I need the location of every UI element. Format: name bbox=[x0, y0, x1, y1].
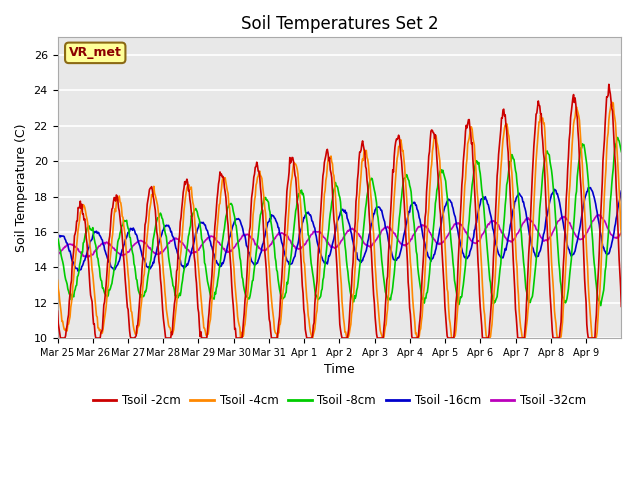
Tsoil -16cm bbox=[430, 252, 438, 258]
Tsoil -4cm bbox=[273, 331, 280, 336]
Tsoil -16cm bbox=[54, 237, 61, 242]
Tsoil -32cm bbox=[83, 254, 90, 260]
Tsoil -4cm bbox=[618, 233, 625, 239]
Tsoil -4cm bbox=[120, 222, 127, 228]
Tsoil -4cm bbox=[223, 188, 231, 194]
Tsoil -8cm bbox=[273, 267, 280, 273]
Tsoil -32cm bbox=[430, 237, 438, 242]
Tsoil -2cm bbox=[224, 222, 232, 228]
Tsoil -32cm bbox=[120, 252, 128, 257]
Tsoil -16cm bbox=[273, 221, 281, 227]
Tsoil -2cm bbox=[399, 169, 406, 175]
Tsoil -8cm bbox=[54, 236, 61, 241]
Tsoil -4cm bbox=[273, 335, 281, 341]
Tsoil -4cm bbox=[252, 193, 259, 199]
Tsoil -2cm bbox=[430, 130, 438, 136]
X-axis label: Time: Time bbox=[324, 363, 355, 376]
Tsoil -32cm bbox=[224, 250, 232, 255]
Tsoil -2cm bbox=[273, 335, 281, 341]
Tsoil -4cm bbox=[609, 99, 616, 105]
Tsoil -16cm bbox=[74, 268, 82, 274]
Line: Tsoil -8cm: Tsoil -8cm bbox=[58, 137, 621, 306]
Tsoil -8cm bbox=[120, 218, 127, 224]
Tsoil -8cm bbox=[618, 149, 625, 155]
Tsoil -32cm bbox=[618, 230, 625, 236]
Tsoil -4cm bbox=[399, 148, 406, 154]
Tsoil -32cm bbox=[54, 252, 61, 258]
Tsoil -16cm bbox=[252, 261, 260, 267]
Text: VR_met: VR_met bbox=[69, 47, 122, 60]
Tsoil -8cm bbox=[397, 194, 405, 200]
Tsoil -32cm bbox=[252, 241, 260, 247]
Tsoil -16cm bbox=[618, 188, 625, 194]
Tsoil -2cm bbox=[605, 82, 612, 87]
Tsoil -8cm bbox=[614, 134, 621, 140]
Legend: Tsoil -2cm, Tsoil -4cm, Tsoil -8cm, Tsoil -16cm, Tsoil -32cm: Tsoil -2cm, Tsoil -4cm, Tsoil -8cm, Tsoi… bbox=[88, 389, 591, 411]
Tsoil -32cm bbox=[399, 241, 406, 247]
Tsoil -2cm bbox=[54, 308, 61, 314]
Tsoil -2cm bbox=[120, 264, 128, 270]
Title: Soil Temperatures Set 2: Soil Temperatures Set 2 bbox=[241, 15, 438, 33]
Tsoil -8cm bbox=[429, 228, 437, 234]
Y-axis label: Soil Temperature (C): Soil Temperature (C) bbox=[15, 123, 28, 252]
Tsoil -16cm bbox=[584, 185, 592, 191]
Tsoil -8cm bbox=[597, 303, 605, 309]
Tsoil -16cm bbox=[120, 241, 128, 247]
Tsoil -2cm bbox=[618, 303, 625, 309]
Tsoil -4cm bbox=[54, 277, 61, 283]
Line: Tsoil -4cm: Tsoil -4cm bbox=[58, 102, 621, 338]
Tsoil -2cm bbox=[56, 335, 64, 341]
Tsoil -32cm bbox=[594, 212, 602, 218]
Line: Tsoil -2cm: Tsoil -2cm bbox=[58, 84, 621, 338]
Tsoil -4cm bbox=[430, 136, 438, 142]
Tsoil -16cm bbox=[224, 241, 232, 247]
Line: Tsoil -16cm: Tsoil -16cm bbox=[58, 188, 621, 271]
Tsoil -8cm bbox=[223, 205, 231, 211]
Tsoil -32cm bbox=[273, 232, 281, 238]
Tsoil -8cm bbox=[252, 259, 259, 264]
Tsoil -2cm bbox=[252, 164, 260, 169]
Line: Tsoil -32cm: Tsoil -32cm bbox=[58, 215, 621, 257]
Tsoil -16cm bbox=[399, 240, 406, 246]
